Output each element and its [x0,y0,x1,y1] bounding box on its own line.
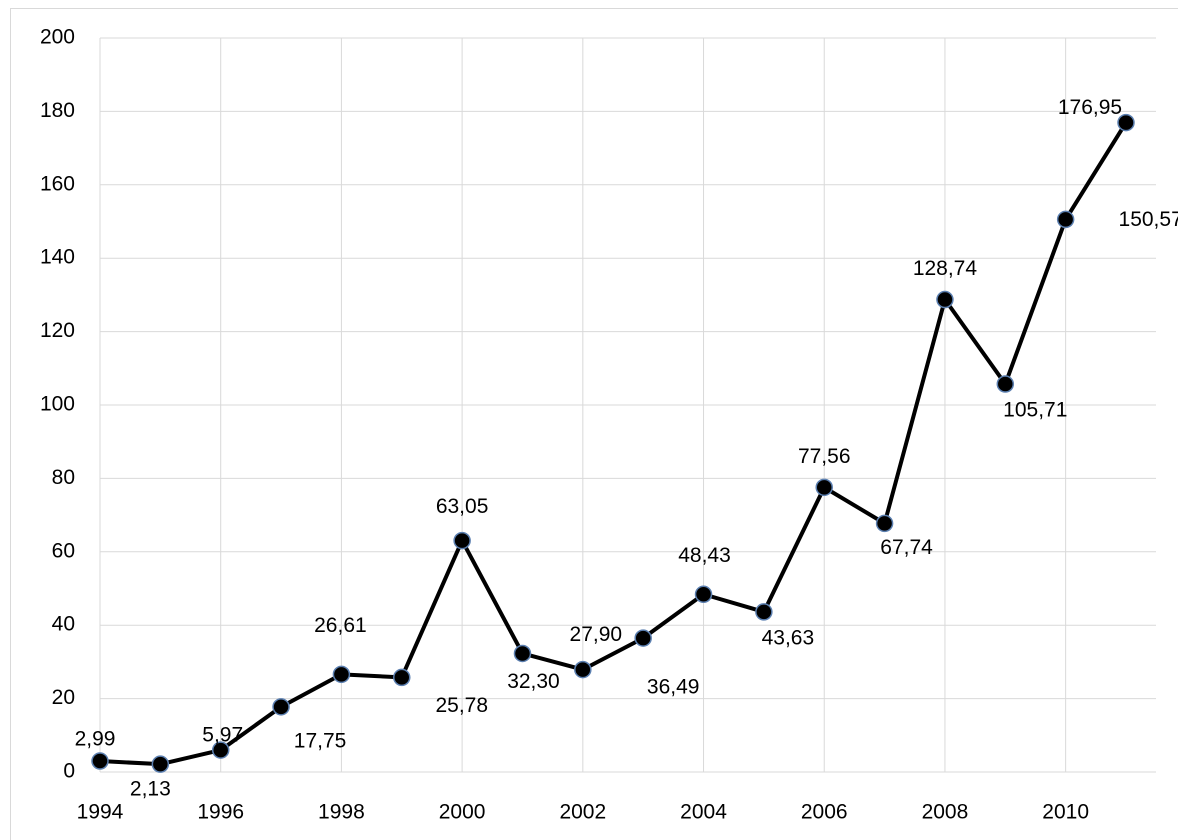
chart-frame [10,8,1178,840]
x-tick-label: 2006 [801,801,848,824]
data-label: 26,61 [314,614,367,637]
x-tick-label: 2002 [559,801,606,824]
x-tick-label: 1998 [318,801,365,824]
data-label: 17,75 [294,729,347,752]
data-point [755,603,773,621]
data-label: 176,95 [1058,96,1122,119]
data-point [91,752,109,770]
data-point [453,531,471,550]
data-point [151,755,170,773]
data-label: 77,56 [798,445,851,468]
data-point [634,629,652,647]
y-tick-label: 180 [40,99,75,122]
data-label: 2,13 [130,778,171,801]
data-point [996,375,1015,393]
data-label: 32,30 [507,670,560,693]
data-label: 48,43 [678,544,731,567]
data-point [815,478,833,497]
data-label: 150,57 [1119,208,1178,231]
y-tick-label: 140 [40,246,75,269]
series-line [99,121,1128,767]
data-point [1056,210,1075,229]
x-tick-label: 2004 [680,801,727,824]
data-label: 67,74 [880,536,933,559]
y-tick-label: 80 [52,466,75,489]
y-tick-label: 0 [63,760,75,783]
x-tick-label: 2010 [1042,801,1089,824]
x-tick-label: 2000 [439,801,486,824]
data-label: 25,78 [435,694,488,717]
y-tick-label: 160 [40,172,75,195]
data-label: 43,63 [762,626,815,649]
y-tick-label: 200 [40,26,75,49]
data-label: 128,74 [913,257,978,280]
data-point [513,644,532,663]
data-label: 27,90 [570,623,623,646]
data-label: 5,97 [202,724,243,747]
data-label: 63,05 [436,495,489,518]
data-point [393,668,411,687]
x-tick-label: 1994 [77,801,124,824]
y-tick-label: 40 [52,613,75,636]
data-point [211,741,230,759]
data-point [936,290,954,309]
data-point [694,585,713,604]
y-tick-label: 100 [40,393,75,416]
data-point [574,660,592,679]
data-point [1117,113,1135,132]
x-tick-label: 1996 [197,801,244,824]
data-label: 105,71 [1003,399,1067,422]
y-tick-label: 20 [52,686,75,709]
y-tick-label: 120 [40,319,75,342]
data-point [332,665,351,684]
data-label: 36,49 [647,676,700,699]
data-point [875,514,894,533]
x-tick-label: 2008 [922,801,969,824]
data-point [272,698,290,716]
data-label: 2,99 [75,728,116,751]
y-tick-label: 60 [52,539,75,562]
